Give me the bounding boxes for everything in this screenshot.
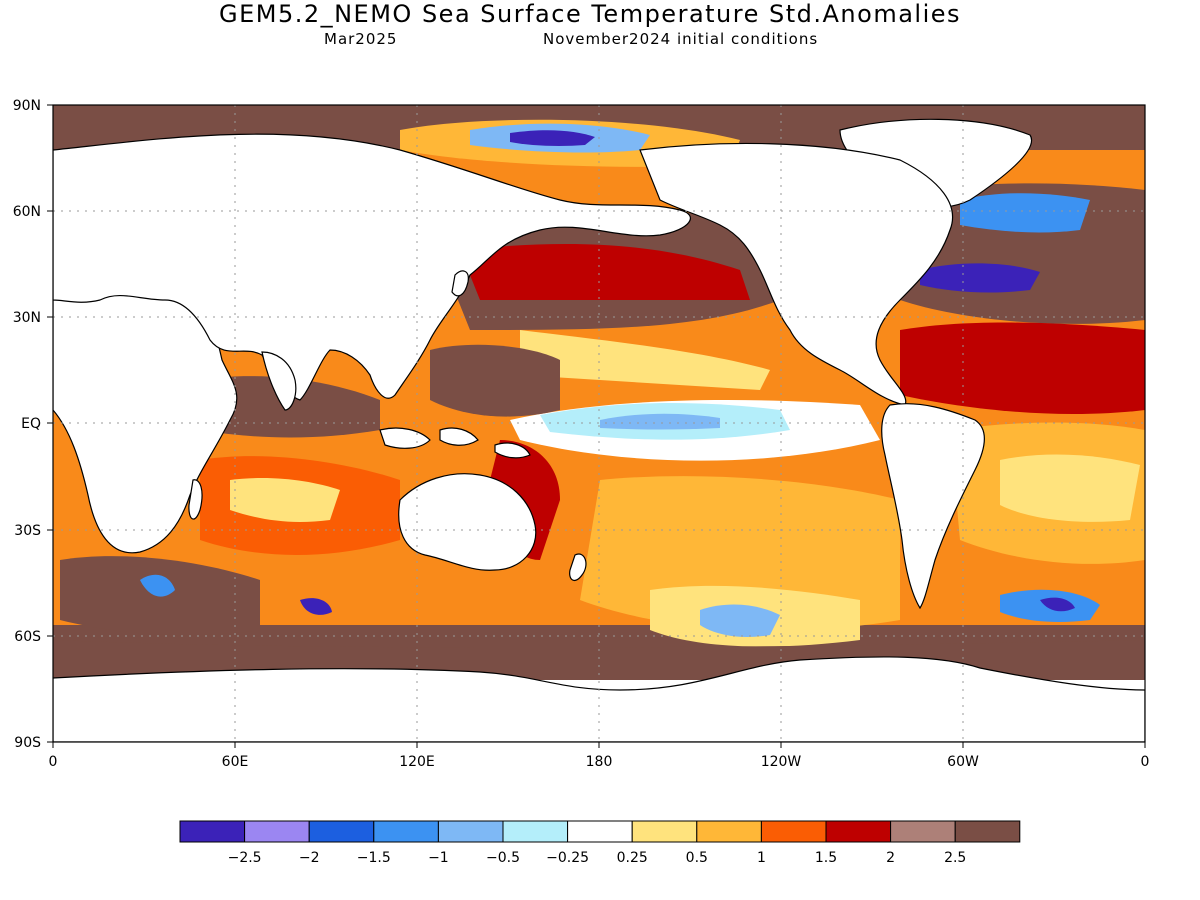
colorbar-swatch bbox=[502, 820, 569, 843]
eurasia-landmass bbox=[53, 133, 691, 401]
madagascar-landmass bbox=[188, 479, 203, 520]
colorbar-swatch bbox=[631, 820, 698, 843]
lat-tick-label: 30N bbox=[13, 310, 41, 326]
colorbar-legend: −2.5 −2 −1.5 −1 −0.5 −0.25 0.25 0.5 1 1.5 2 2.5 bbox=[179, 820, 1021, 866]
colorbar-label: 0.5 bbox=[686, 850, 708, 866]
colorbar-label: −0.5 bbox=[486, 850, 520, 866]
map-gridlines bbox=[53, 105, 1145, 742]
colorbar-swatch bbox=[373, 820, 439, 843]
chart-title: GEM5.2_NEMO Sea Surface Temperature Std.… bbox=[218, 0, 962, 28]
south-america-landmass bbox=[881, 403, 985, 610]
colorbar-swatch bbox=[954, 820, 1021, 843]
lon-tick-label: 0 bbox=[49, 754, 58, 770]
lat-tick-label: 90S bbox=[14, 735, 41, 751]
colorbar-swatch bbox=[244, 820, 310, 843]
colorbar-swatch bbox=[696, 820, 762, 843]
colorbar-label: −0.25 bbox=[546, 850, 589, 866]
longitude-axis: 0 60E 120E 180 120W 60W 0 bbox=[49, 742, 1150, 770]
colorbar-label: 2.5 bbox=[944, 850, 966, 866]
lon-tick-label: 60W bbox=[947, 754, 979, 770]
india-landmass bbox=[261, 351, 297, 411]
lat-tick-label: EQ bbox=[21, 416, 41, 432]
colorbar-label: 0.25 bbox=[617, 850, 648, 866]
colorbar-swatch bbox=[567, 820, 633, 843]
antarctica-landmass bbox=[53, 656, 1145, 742]
colorbar-label: 2 bbox=[886, 850, 895, 866]
colorbar-swatch bbox=[179, 820, 246, 843]
lat-tick-label: 30S bbox=[14, 523, 41, 539]
forecast-month: Mar2025 bbox=[324, 30, 398, 48]
lon-tick-label: 120W bbox=[761, 754, 802, 770]
colorbar-swatch bbox=[308, 820, 375, 843]
latitude-axis: 90N 60N 30N EQ 30S 60S 90S bbox=[13, 98, 53, 751]
japan-landmass bbox=[451, 270, 469, 297]
colorbar-label: −2.5 bbox=[228, 850, 262, 866]
colorbar-label: 1 bbox=[757, 850, 766, 866]
new-zealand-landmass bbox=[569, 553, 587, 582]
colorbar-label: −1.5 bbox=[357, 850, 391, 866]
land-masses bbox=[53, 118, 1145, 742]
australia-landmass bbox=[398, 473, 537, 571]
lon-tick-label: 180 bbox=[586, 754, 613, 770]
lat-tick-label: 60N bbox=[13, 204, 41, 220]
north-america-landmass bbox=[639, 142, 954, 406]
initial-conditions: November2024 initial conditions bbox=[543, 30, 819, 48]
lat-tick-label: 60S bbox=[14, 629, 41, 645]
colorbar-label: 1.5 bbox=[815, 850, 837, 866]
lon-tick-label: 120E bbox=[399, 754, 435, 770]
lon-tick-label: 0 bbox=[1141, 754, 1150, 770]
lon-tick-label: 60E bbox=[222, 754, 249, 770]
colorbar-swatch bbox=[890, 820, 956, 843]
colorbar-label: −2 bbox=[299, 850, 320, 866]
map-panel bbox=[53, 105, 1145, 742]
lat-tick-label: 90N bbox=[13, 98, 41, 114]
colorbar-swatch bbox=[760, 820, 827, 843]
colorbar-swatch bbox=[437, 820, 504, 843]
colorbar-label: −1 bbox=[428, 850, 449, 866]
colorbar-swatch bbox=[825, 820, 892, 843]
